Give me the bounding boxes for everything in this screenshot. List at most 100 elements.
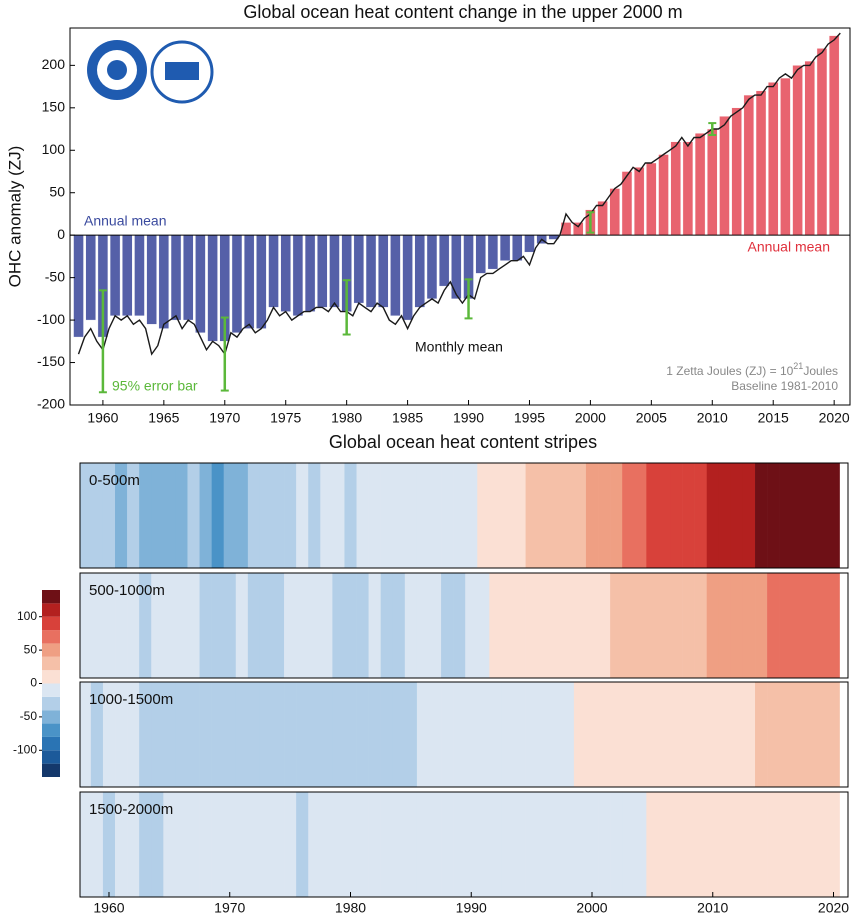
stripe [670,682,683,787]
baseline-note: Baseline 1981-2010 [731,379,838,393]
y-tick-label: 0 [57,226,65,242]
stripe [259,792,273,897]
stripe [163,463,176,568]
stripe [537,463,551,568]
x-tick-label: 2015 [758,410,789,426]
stripe [247,463,261,568]
stripe [718,463,732,568]
stripe [610,682,623,787]
stripe [284,792,297,897]
stripe [742,682,756,787]
stripe [284,463,297,568]
stripe [308,463,321,568]
bar [390,234,401,317]
stripe [344,573,357,678]
stripe [585,792,599,897]
stripe [598,463,611,568]
stripe [501,682,514,787]
stripe-panel [80,573,840,678]
stripe [344,463,357,568]
stripe [102,573,116,678]
bar [109,234,121,317]
annotation: Monthly mean [415,339,503,355]
stripe [441,573,454,678]
y-tick-label: 150 [42,99,66,115]
stripe [356,682,369,787]
x-tick-label: 2020 [818,900,849,916]
stripe [127,682,140,787]
stripe [694,463,708,568]
stripe [477,792,490,897]
colorbar-bin [42,630,60,644]
layer-label: 1000-1500m [89,691,173,708]
stripe [453,682,466,787]
stripe [658,573,671,678]
unit-note-text: 1 Zetta Joules (ZJ) = 10 [666,364,793,378]
bar [768,82,779,236]
stripe [187,682,200,787]
bar [195,234,206,334]
stripe [175,682,188,787]
stripe [199,682,212,787]
stripe [211,792,224,897]
stripe [175,463,188,568]
stripe [730,463,744,568]
stripe [827,792,840,897]
colorbar-bin [42,616,60,631]
stripe [767,573,780,678]
stripe [779,682,792,787]
colorbar-tick-label: 0 [30,676,37,690]
stripe [296,573,309,678]
bar [670,141,681,236]
stripe [537,792,551,897]
stripe [646,792,659,897]
bar [487,234,499,270]
stripe [90,573,104,678]
bar [402,234,413,321]
bar [828,35,840,236]
layer-label: 500-1000m [89,582,165,599]
stripe [356,792,369,897]
x-tick-label: 2010 [697,410,728,426]
stripe [561,792,575,897]
colorbar-bin [42,670,60,684]
stripe [235,792,249,897]
stripe [706,573,720,678]
stripe [730,792,744,897]
stripe [465,463,478,568]
x-tick-label: 2000 [576,900,607,916]
stripe [247,682,261,787]
stripe [453,573,466,678]
stripe [428,463,442,568]
bar [658,154,669,236]
stripe [803,573,816,678]
stripe [163,682,176,787]
stripe [815,682,828,787]
stripe [694,792,708,897]
bar [816,48,828,236]
stripe [139,463,152,568]
stripe [513,573,526,678]
stripe [441,792,454,897]
stripe [199,573,212,678]
stripe [610,573,623,678]
stripe [80,573,92,678]
colorbar-tick-label: 50 [24,642,38,656]
stripe [730,682,744,787]
stripe [223,463,237,568]
stripe [332,463,345,568]
bar [207,234,218,342]
stripe [211,573,224,678]
stripe [380,573,394,678]
stripe [223,682,237,787]
stripe [755,682,768,787]
unit-note-sup: 21 [793,361,803,371]
colorbar-bin [42,643,60,657]
stripe [332,792,345,897]
stripe [127,573,140,678]
stripe [115,463,128,568]
stripe [755,463,768,568]
stripe [308,792,321,897]
stripe [272,682,285,787]
stripe [525,463,538,568]
